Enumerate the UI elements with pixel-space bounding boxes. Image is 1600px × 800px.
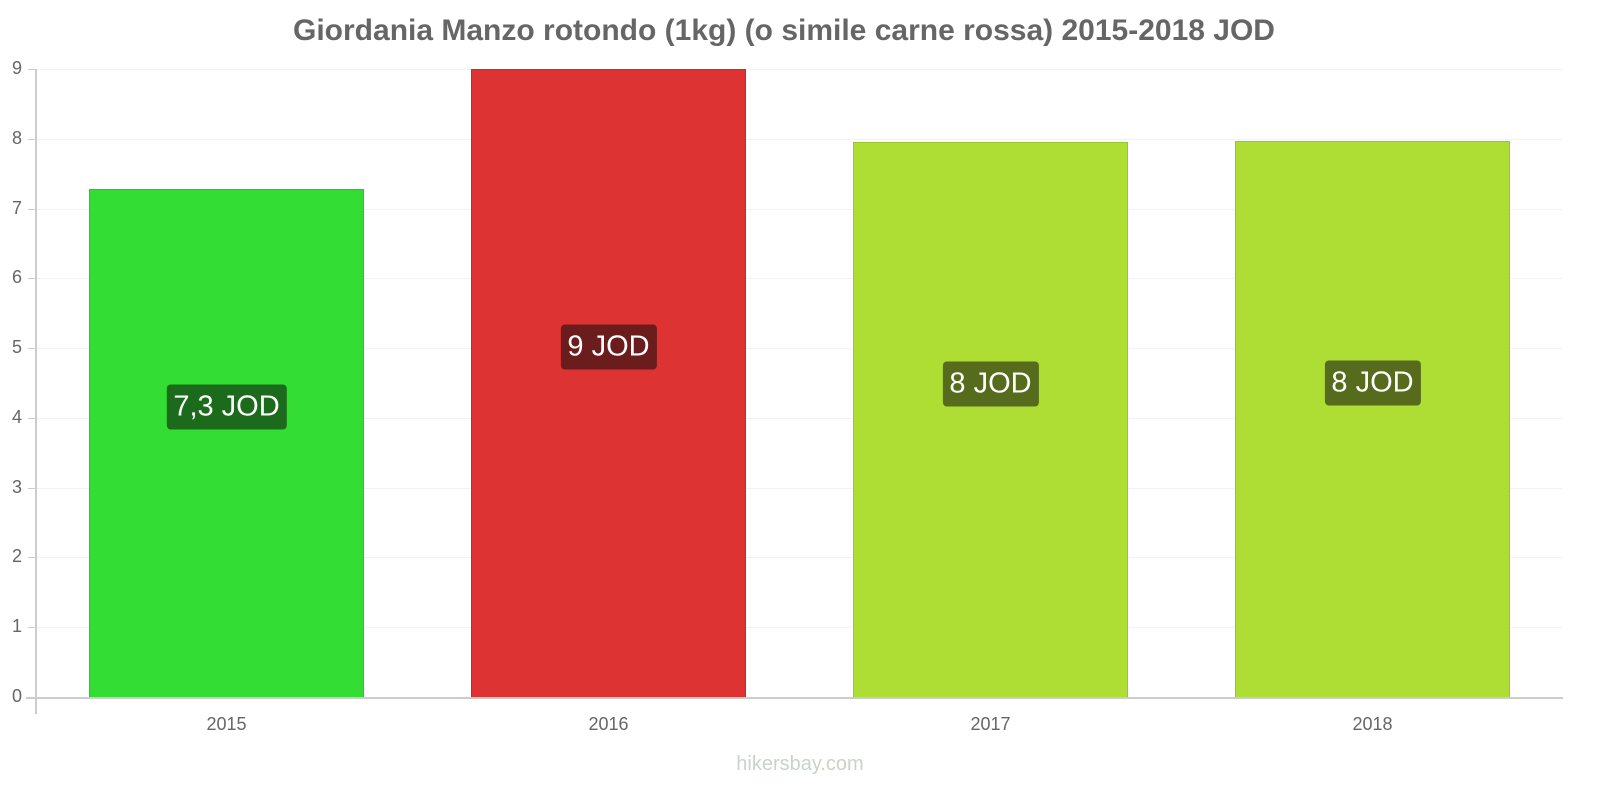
y-tick-label: 5: [11, 337, 22, 358]
y-tick-mark: [28, 348, 36, 350]
gridline: [36, 138, 1563, 140]
y-tick-mark: [28, 487, 36, 489]
gridline: [36, 417, 1563, 419]
gridline: [36, 348, 1563, 350]
bar-2015[interactable]: [89, 189, 364, 697]
data-label-2018: 8 JOD: [1324, 360, 1421, 406]
x-tick-label: 2018: [1352, 714, 1393, 734]
y-tick-label: 3: [11, 476, 22, 497]
y-tick-label: 0: [11, 686, 22, 706]
bar-2016[interactable]: [471, 69, 746, 697]
chart-title: Giordania Manzo rotondo (1kg) (o simile …: [293, 14, 1275, 47]
x-tick-label: 2017: [970, 714, 1011, 734]
x-tick-label: 2015: [206, 714, 247, 734]
y-tick-mark: [28, 557, 36, 559]
gridline: [36, 627, 1563, 629]
bar-2018[interactable]: [1235, 140, 1510, 697]
y-tick-mark: [28, 138, 36, 140]
y-tick-mark: [28, 208, 36, 210]
y-axis-line: [35, 69, 37, 714]
data-label-2016: 9 JOD: [560, 324, 657, 370]
y-tick-mark: [28, 417, 36, 419]
y-tick-label: 4: [11, 406, 22, 427]
x-tick-label: 2016: [588, 714, 629, 734]
gridline: [36, 487, 1563, 489]
gridline: [36, 69, 1563, 70]
source-watermark: hikersbay.com: [736, 753, 864, 775]
y-tick-label: 1: [11, 616, 22, 637]
y-tick-mark: [28, 627, 36, 629]
y-tick-label: 7: [11, 197, 22, 218]
y-tick-label: 2: [11, 546, 22, 567]
y-tick-label: 8: [11, 127, 22, 148]
gridline: [36, 278, 1563, 280]
y-tick-label: 6: [11, 267, 22, 288]
y-tick-mark: [28, 69, 36, 70]
y-tick-label: 9: [11, 58, 22, 78]
gridline: [36, 557, 1563, 559]
data-label-2017: 8 JOD: [942, 361, 1039, 407]
data-label-2015: 7,3 JOD: [166, 384, 287, 430]
gridline: [36, 208, 1563, 210]
x-axis-line: [26, 697, 1563, 699]
y-tick-mark: [28, 278, 36, 280]
bar-2017[interactable]: [853, 142, 1128, 697]
